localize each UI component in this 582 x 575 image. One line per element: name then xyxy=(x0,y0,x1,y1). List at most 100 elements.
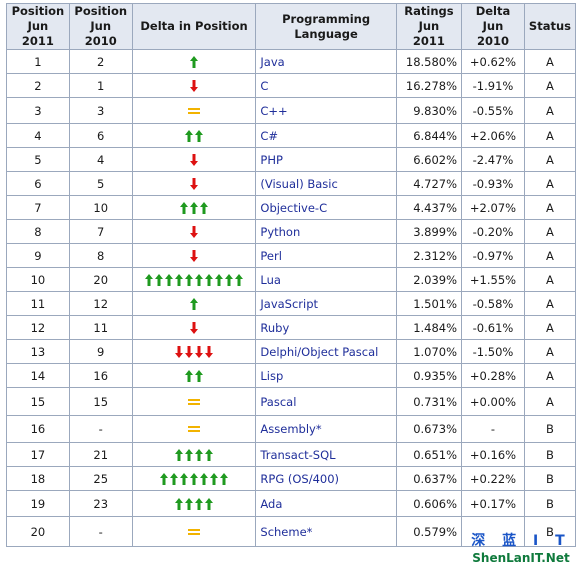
language-link[interactable]: RPG (OS/400) xyxy=(255,466,397,491)
equal-icon xyxy=(188,426,200,432)
position-2011-cell: 6 xyxy=(6,171,70,196)
language-link[interactable]: Transact-SQL xyxy=(255,442,397,467)
language-link[interactable]: C xyxy=(255,73,397,98)
language-link[interactable]: Assembly* xyxy=(255,415,397,443)
table-row: 15 15 Pascal 0.731% +0.00% A xyxy=(6,387,577,416)
language-link[interactable]: Delphi/Object Pascal xyxy=(255,339,397,364)
position-2010-cell: 21 xyxy=(68,442,133,467)
position-2010-cell: 16 xyxy=(68,363,133,388)
header-position-2011-line2: Jun 2011 xyxy=(21,19,54,48)
language-link[interactable]: Java xyxy=(255,49,397,74)
rating-cell: 2.312% xyxy=(395,243,463,268)
language-link[interactable]: Pascal xyxy=(255,387,397,416)
language-link[interactable]: (Visual) Basic xyxy=(255,171,397,196)
arrow-down-icon xyxy=(190,178,198,190)
header-row: Position Jun 2011 Position Jun 2010 Delt… xyxy=(6,3,577,50)
delta-cell: +0.00% xyxy=(461,387,525,416)
arrow-up-icon xyxy=(175,498,183,510)
status-cell: A xyxy=(523,195,577,220)
language-link[interactable]: Python xyxy=(255,219,397,244)
delta-position-cell xyxy=(131,195,257,220)
delta-cell: -0.61% xyxy=(461,315,525,340)
arrow-up-icon xyxy=(215,274,223,286)
delta-position-cell xyxy=(131,291,257,316)
delta-cell: +2.06% xyxy=(461,123,525,148)
arrow-up-icon xyxy=(180,473,188,485)
language-link[interactable]: C# xyxy=(255,123,397,148)
table-row: 4 6 C# 6.844% +2.06% A xyxy=(6,123,577,148)
rating-cell: 0.673% xyxy=(395,415,463,443)
arrow-up-icon xyxy=(210,473,218,485)
position-2011-cell: 5 xyxy=(6,147,70,172)
delta-position-cell xyxy=(131,466,257,491)
table-row: 13 9 Delphi/Object Pascal 1.070% -1.50% A xyxy=(6,339,577,364)
rating-cell: 4.437% xyxy=(395,195,463,220)
status-cell: B xyxy=(523,466,577,491)
delta-cell: +0.22% xyxy=(461,466,525,491)
language-link[interactable]: Ada xyxy=(255,490,397,517)
position-2010-cell: 7 xyxy=(68,219,133,244)
language-link[interactable]: Lisp xyxy=(255,363,397,388)
language-link[interactable]: Ruby xyxy=(255,315,397,340)
arrow-up-icon xyxy=(185,274,193,286)
arrow-up-icon xyxy=(220,473,228,485)
status-cell: B xyxy=(523,516,577,547)
table-row: 12 11 Ruby 1.484% -0.61% A xyxy=(6,315,577,340)
table-row: 14 16 Lisp 0.935% +0.28% A xyxy=(6,363,577,388)
header-delta-position: Delta in Position xyxy=(131,3,257,50)
position-2010-cell: 2 xyxy=(68,49,133,74)
language-link[interactable]: Perl xyxy=(255,243,397,268)
language-link[interactable]: PHP xyxy=(255,147,397,172)
delta-cell: -2.47% xyxy=(461,147,525,172)
watermark-line2: ShenLanIT.Net xyxy=(472,551,570,565)
arrow-down-icon xyxy=(195,346,203,358)
position-2011-cell: 7 xyxy=(6,195,70,220)
language-link[interactable]: JavaScript xyxy=(255,291,397,316)
table-row: 5 4 PHP 6.602% -2.47% A xyxy=(6,147,577,172)
language-link[interactable]: Scheme* xyxy=(255,516,397,547)
status-cell: A xyxy=(523,315,577,340)
header-position-2010-line2: Jun 2010 xyxy=(84,19,117,48)
table-row: 17 21 Transact-SQL 0.651% +0.16% B xyxy=(6,442,577,467)
status-cell: A xyxy=(523,243,577,268)
equal-icon xyxy=(188,107,200,114)
position-2011-cell: 8 xyxy=(6,219,70,244)
delta-position-cell xyxy=(131,415,257,443)
arrow-up-icon xyxy=(195,449,203,461)
delta-cell: +1.55% xyxy=(461,267,525,292)
rating-cell: 0.606% xyxy=(395,490,463,517)
arrow-up-icon xyxy=(175,449,183,461)
arrow-down-icon xyxy=(190,154,198,166)
arrow-down-icon xyxy=(175,346,183,358)
rating-cell: 9.830% xyxy=(395,97,463,124)
status-cell: A xyxy=(523,363,577,388)
delta-cell xyxy=(461,516,525,547)
language-link[interactable]: C++ xyxy=(255,97,397,124)
arrow-up-icon xyxy=(190,473,198,485)
rating-cell: 6.602% xyxy=(395,147,463,172)
status-cell: A xyxy=(523,219,577,244)
position-2011-cell: 3 xyxy=(6,97,70,124)
arrow-down-icon xyxy=(190,226,198,238)
table-row: 3 3 C++ 9.830% -0.55% A xyxy=(6,97,577,124)
delta-position-cell xyxy=(131,97,257,124)
arrow-up-icon xyxy=(225,274,233,286)
position-2011-cell: 16 xyxy=(6,415,70,443)
language-link[interactable]: Lua xyxy=(255,267,397,292)
status-cell: B xyxy=(523,490,577,517)
arrow-down-icon xyxy=(190,322,198,334)
language-link[interactable]: Objective-C xyxy=(255,195,397,220)
table-row: 2 1 C 16.278% -1.91% A xyxy=(6,73,577,98)
rating-cell: 4.727% xyxy=(395,171,463,196)
header-delta-line1: Delta xyxy=(475,4,511,18)
status-cell: A xyxy=(523,291,577,316)
delta-cell: -0.55% xyxy=(461,97,525,124)
watermark-line1: 深 蓝 I T xyxy=(471,533,571,549)
arrow-down-icon xyxy=(205,346,213,358)
delta-cell: - xyxy=(461,415,525,443)
delta-position-cell xyxy=(131,219,257,244)
arrow-up-icon xyxy=(190,56,198,68)
delta-cell: -0.97% xyxy=(461,243,525,268)
rating-cell: 0.651% xyxy=(395,442,463,467)
status-cell: A xyxy=(523,147,577,172)
